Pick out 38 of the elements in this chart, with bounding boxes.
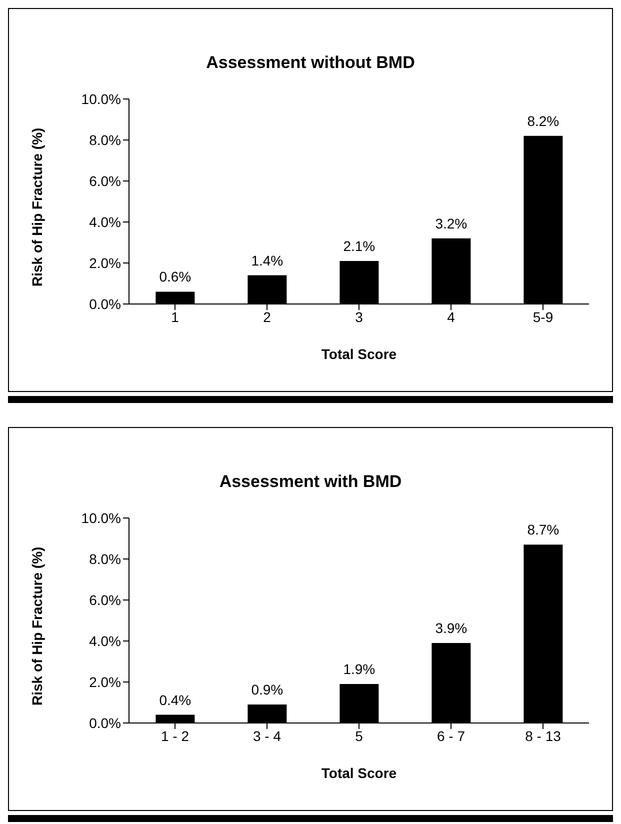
chart-title: Assessment without BMD	[205, 53, 416, 73]
y-tick-label: 2.0%	[89, 254, 121, 271]
y-tick-label: 8.0%	[89, 132, 121, 148]
y-tick-label: 10.0%	[81, 510, 121, 526]
data-label: 3.9%	[435, 620, 468, 636]
data-label: 3.2%	[435, 215, 468, 232]
data-label: 1.9%	[343, 661, 376, 678]
x-tick-label: 5-9	[532, 308, 554, 325]
y-axis-title: Risk of Hip Fracture (%)	[28, 128, 45, 286]
y-tick-label: 0.0%	[89, 714, 121, 731]
y-tick-label: 8.0%	[89, 550, 121, 567]
y-tick-label: 6.0%	[89, 172, 121, 189]
x-axis-title: Total Score	[321, 765, 397, 781]
x-tick-label: 2	[263, 308, 272, 325]
data-label: 0.4%	[159, 692, 192, 708]
data-label: 8.7%	[527, 522, 560, 538]
x-tick-label: 6 - 7	[436, 728, 466, 744]
data-label: 0.6%	[159, 268, 192, 285]
y-tick-label: 2.0%	[89, 674, 121, 690]
y-tick-label: 4.0%	[89, 632, 121, 649]
y-tick-label: 10.0%	[81, 90, 121, 107]
x-axis-title: Total Score	[321, 346, 397, 362]
data-label: 8.2%	[527, 112, 560, 129]
y-axis-title: Risk of Hip Fracture (%)	[28, 546, 45, 706]
x-tick-label: 5	[355, 728, 364, 744]
x-tick-label: 1	[171, 308, 180, 325]
y-tick-label: 6.0%	[89, 592, 121, 608]
data-label: 1.4%	[251, 252, 284, 268]
x-tick-label: 3 - 4	[252, 728, 282, 744]
y-tick-label: 4.0%	[89, 214, 121, 230]
x-tick-label: 3	[355, 308, 364, 325]
data-label: 0.9%	[251, 682, 284, 698]
x-tick-label: 8 - 13	[525, 728, 562, 744]
chart-title: Assessment with BMD	[218, 472, 403, 492]
x-tick-label: 4	[447, 308, 456, 325]
x-tick-label: 1 - 2	[160, 728, 190, 744]
data-label: 2.1%	[343, 238, 376, 254]
y-tick-label: 0.0%	[89, 296, 121, 312]
